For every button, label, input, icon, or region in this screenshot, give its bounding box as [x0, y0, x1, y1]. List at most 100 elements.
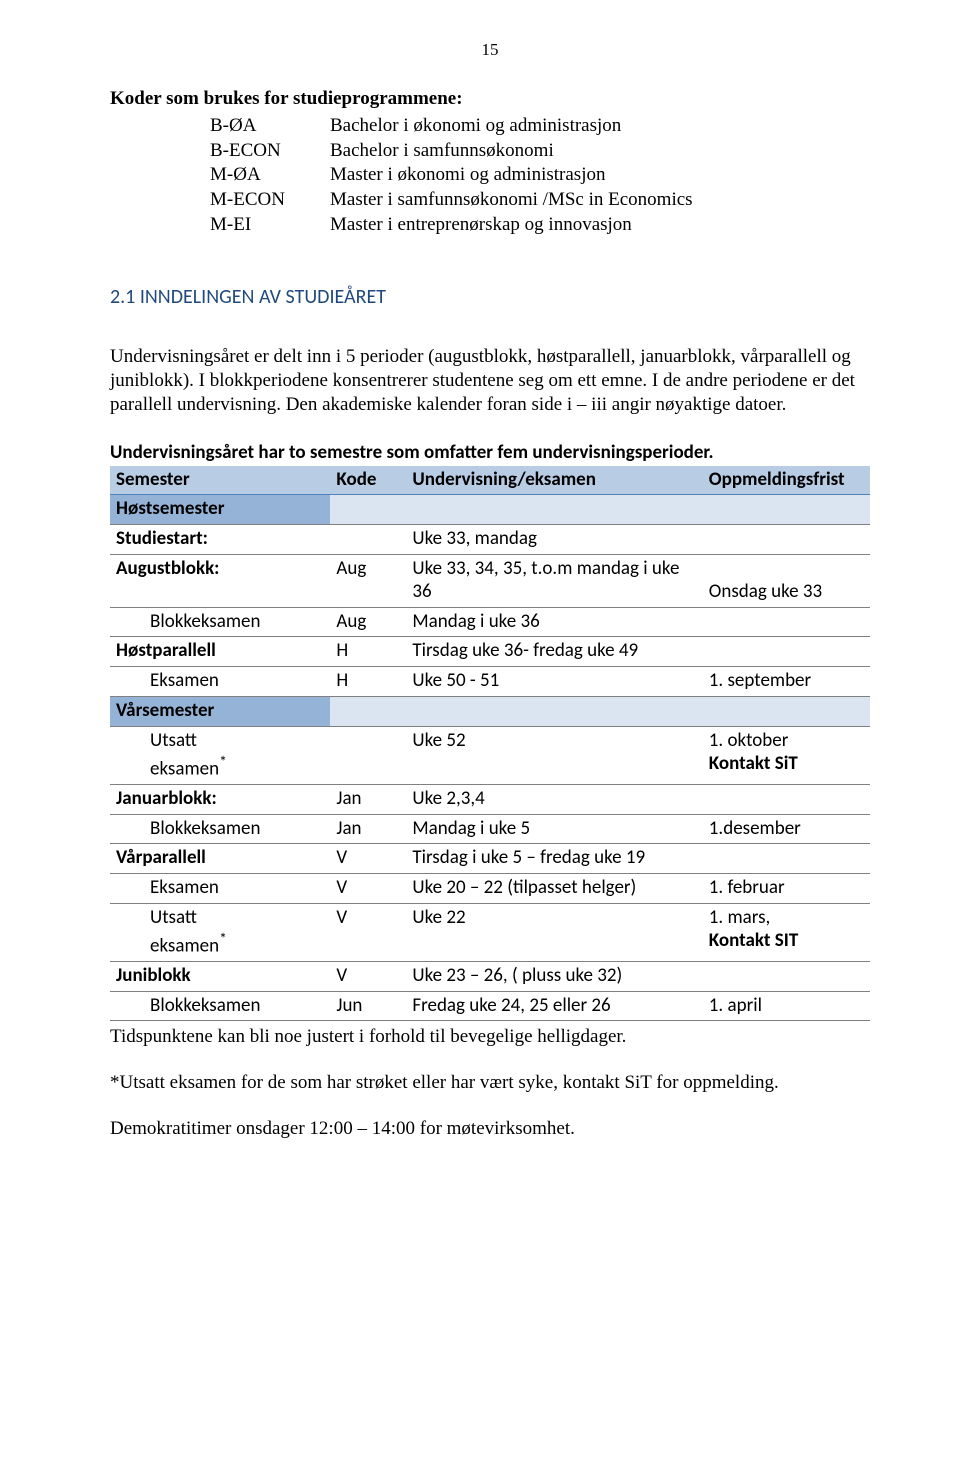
cell [330, 525, 406, 555]
cell: Fredag uke 24, 25 eller 26 [406, 991, 702, 1021]
cell [703, 525, 870, 555]
table-row: Utsatteksamen* Uke 52 1. oktoberKontakt … [110, 726, 870, 784]
cell: Høstparallell [110, 637, 330, 667]
koder-code: M-ECON [210, 188, 330, 213]
section-blank [703, 495, 870, 525]
section-heading: 2.1 INNDELINGEN AV STUDIEÅRET [110, 285, 870, 309]
table-row: Høstparallell H Tirsdag uke 36- fredag u… [110, 637, 870, 667]
section-label: Høstsemester [110, 495, 330, 525]
cell: Januarblokk: [110, 784, 330, 814]
cell: Mandag i uke 5 [406, 814, 702, 844]
cell: Aug [330, 607, 406, 637]
table-row: Blokkeksamen Aug Mandag i uke 36 [110, 607, 870, 637]
cell: Blokkeksamen [110, 991, 330, 1021]
th-undervisning: Undervisning/eksamen [406, 466, 702, 495]
table-row: Studiestart: Uke 33, mandag [110, 525, 870, 555]
section-blank [406, 495, 702, 525]
section-row-host: Høstsemester [110, 495, 870, 525]
semester-table: Semester Kode Undervisning/eksamen Oppme… [110, 466, 870, 1022]
cell: Jun [330, 991, 406, 1021]
table-intro: Undervisningsåret har to semestre som om… [110, 441, 870, 464]
koder-code: M-ØA [210, 163, 330, 188]
section-blank [330, 495, 406, 525]
koder-row: M-ØA Master i økonomi og administrasjon [210, 163, 870, 188]
koder-list: B-ØA Bachelor i økonomi og administrasjo… [210, 114, 870, 237]
cell: 1.desember [703, 814, 870, 844]
cell: Uke 23 – 26, ( pluss uke 32) [406, 961, 702, 991]
cell [703, 784, 870, 814]
table-row: Eksamen V Uke 20 – 22 (tilpasset helger)… [110, 874, 870, 904]
koder-code: B-ECON [210, 139, 330, 164]
koder-desc: Master i samfunnsøkonomi /MSc in Economi… [330, 188, 870, 213]
th-kode: Kode [330, 466, 406, 495]
koder-code: B-ØA [210, 114, 330, 139]
table-row: Utsatteksamen* V Uke 22 1. mars,Kontakt … [110, 903, 870, 961]
cell: Eksamen [110, 874, 330, 904]
cell: H [330, 637, 406, 667]
cell: Juniblokk [110, 961, 330, 991]
cell: Uke 22 [406, 903, 702, 961]
koder-row: M-ECON Master i samfunnsøkonomi /MSc in … [210, 188, 870, 213]
cell [703, 961, 870, 991]
cell: Uke 52 [406, 726, 702, 784]
table-row: Eksamen H Uke 50 - 51 1. september [110, 667, 870, 697]
cell: Aug [330, 555, 406, 608]
cell: V [330, 844, 406, 874]
table-row: Augustblokk: Aug Uke 33, 34, 35, t.o.m m… [110, 555, 870, 608]
cell: Utsatteksamen* [110, 726, 330, 784]
cell: Jan [330, 814, 406, 844]
cell: V [330, 961, 406, 991]
th-semester: Semester [110, 466, 330, 495]
cell: Blokkeksamen [110, 607, 330, 637]
footer-note-1: Tidspunktene kan bli noe justert i forho… [110, 1025, 870, 1049]
cell: Uke 50 - 51 [406, 667, 702, 697]
cell: Jan [330, 784, 406, 814]
section-blank [406, 697, 702, 727]
koder-code: M-EI [210, 213, 330, 238]
footer-note-3: Demokratitimer onsdager 12:00 – 14:00 fo… [110, 1117, 870, 1141]
section-row-var: Vårsemester [110, 697, 870, 727]
cell: Utsatteksamen* [110, 903, 330, 961]
cell: Uke 20 – 22 (tilpasset helger) [406, 874, 702, 904]
cell: H [330, 667, 406, 697]
cell: V [330, 903, 406, 961]
koder-row: M-EI Master i entreprenørskap og innovas… [210, 213, 870, 238]
koder-heading: Koder som brukes for studieprogrammene: [110, 88, 870, 110]
cell: Studiestart: [110, 525, 330, 555]
table-row: Blokkeksamen Jan Mandag i uke 5 1.desemb… [110, 814, 870, 844]
table-row: Vårparallell V Tirsdag i uke 5 – fredag … [110, 844, 870, 874]
koder-row: B-ECON Bachelor i samfunnsøkonomi [210, 139, 870, 164]
cell: 1. februar [703, 874, 870, 904]
section-label: Vårsemester [110, 697, 330, 727]
document-page: 15 Koder som brukes for studieprogrammen… [0, 0, 960, 1220]
cell: Blokkeksamen [110, 814, 330, 844]
cell: Onsdag uke 33 [703, 555, 870, 608]
koder-row: B-ØA Bachelor i økonomi og administrasjo… [210, 114, 870, 139]
cell [703, 844, 870, 874]
table-row: Januarblokk: Jan Uke 2,3,4 [110, 784, 870, 814]
cell: Uke 2,3,4 [406, 784, 702, 814]
cell [703, 607, 870, 637]
table-row: Blokkeksamen Jun Fredag uke 24, 25 eller… [110, 991, 870, 1021]
cell: Uke 33, mandag [406, 525, 702, 555]
cell: Eksamen [110, 667, 330, 697]
koder-desc: Master i økonomi og administrasjon [330, 163, 870, 188]
cell: Vårparallell [110, 844, 330, 874]
cell: Mandag i uke 36 [406, 607, 702, 637]
cell: 1. april [703, 991, 870, 1021]
koder-desc: Master i entreprenørskap og innovasjon [330, 213, 870, 238]
koder-desc: Bachelor i samfunnsøkonomi [330, 139, 870, 164]
cell: V [330, 874, 406, 904]
paragraph: Undervisningsåret er delt inn i 5 period… [110, 345, 870, 416]
cell: 1. september [703, 667, 870, 697]
cell: Augustblokk: [110, 555, 330, 608]
page-number: 15 [110, 40, 870, 60]
cell: Tirsdag uke 36- fredag uke 49 [406, 637, 702, 667]
cell [703, 637, 870, 667]
footer-note-2: *Utsatt eksamen for de som har strøket e… [110, 1071, 870, 1095]
table-row: Juniblokk V Uke 23 – 26, ( pluss uke 32) [110, 961, 870, 991]
koder-desc: Bachelor i økonomi og administrasjon [330, 114, 870, 139]
cell [330, 726, 406, 784]
cell: Uke 33, 34, 35, t.o.m mandag i uke 36 [406, 555, 702, 608]
cell: Tirsdag i uke 5 – fredag uke 19 [406, 844, 702, 874]
